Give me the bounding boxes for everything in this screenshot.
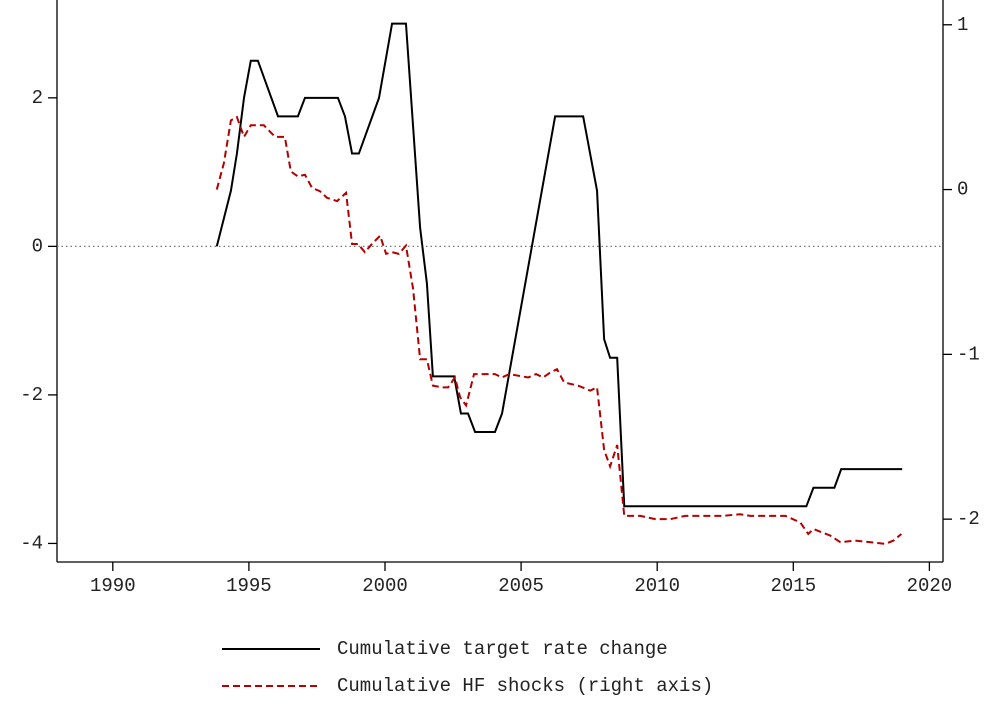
x-tick-label: 2010 — [634, 575, 680, 597]
x-tick-label: 2005 — [498, 575, 544, 597]
y-tick-label: -2 — [20, 384, 43, 406]
x-tick-label: 1995 — [226, 575, 272, 597]
y2-tick-label: -1 — [957, 343, 980, 365]
y2-tick-label: -2 — [957, 508, 980, 530]
y-tick-label: 2 — [32, 87, 43, 109]
data-line — [215, 115, 902, 545]
x-tick-label: 1990 — [90, 575, 136, 597]
data-line — [215, 22, 903, 508]
x-tick-label: 2000 — [362, 575, 408, 597]
y2-tick-label: 1 — [957, 14, 968, 36]
x-tick-label: 2015 — [770, 575, 816, 597]
legend-label: Cumulative target rate change — [337, 638, 668, 660]
x-tick-label: 2020 — [907, 575, 953, 597]
legend-label: Cumulative HF shocks (right axis) — [337, 675, 713, 697]
y-tick-label: 0 — [32, 235, 43, 257]
y2-tick-label: 0 — [957, 179, 968, 201]
y-tick-label: -4 — [20, 532, 43, 554]
